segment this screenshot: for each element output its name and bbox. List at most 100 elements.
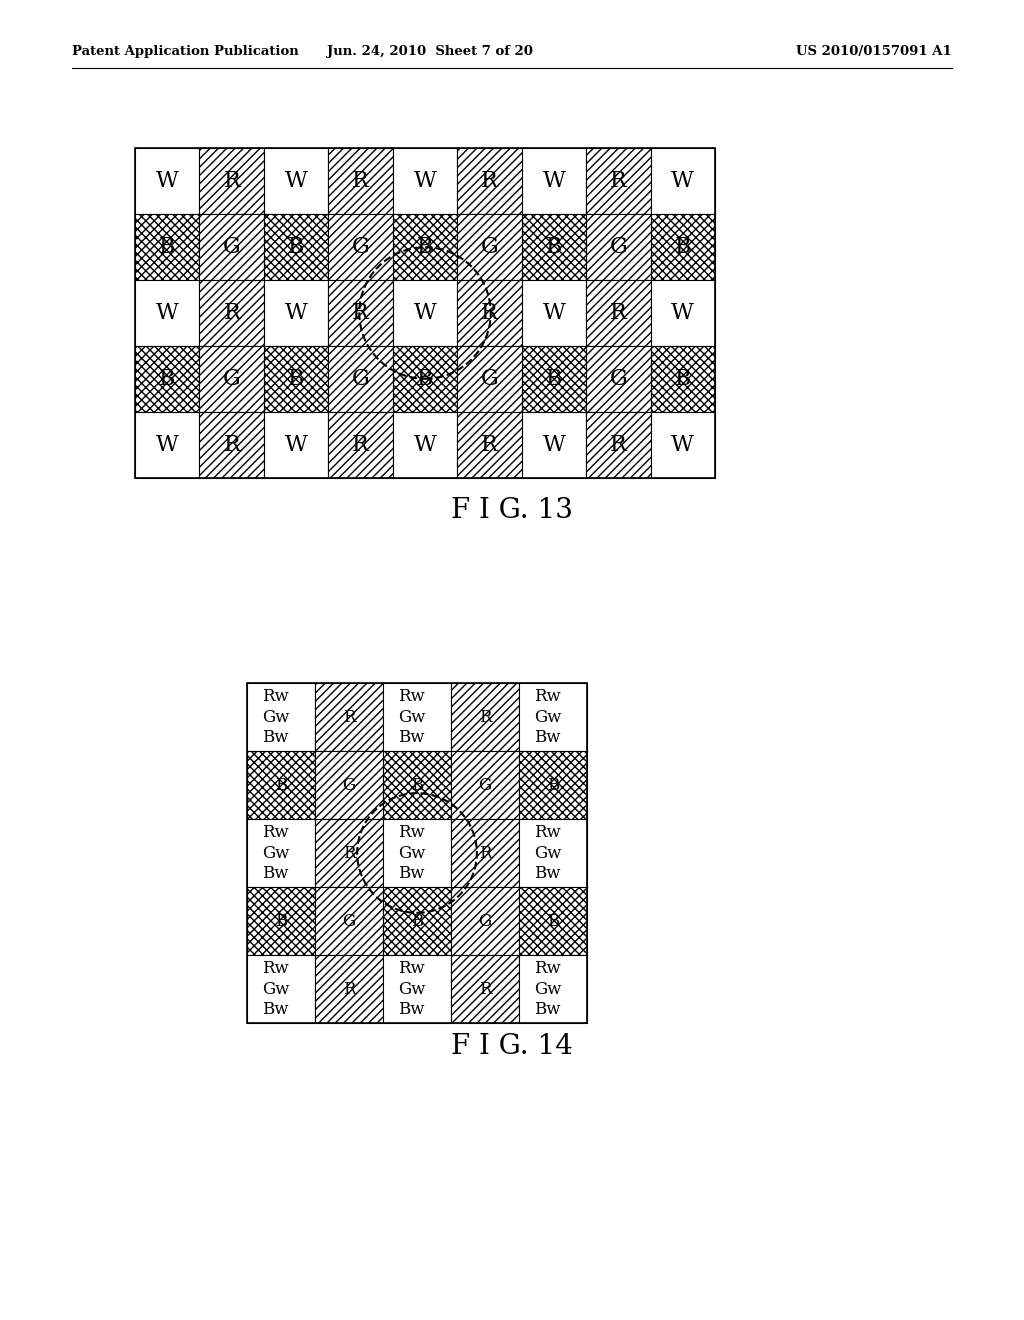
Text: R: R: [479, 981, 492, 998]
Bar: [383, 954, 451, 1023]
Text: G: G: [609, 368, 628, 389]
Text: G: G: [480, 368, 499, 389]
Text: W: W: [672, 302, 694, 323]
Text: Rw
Gw
Bw: Rw Gw Bw: [262, 688, 290, 746]
Bar: [315, 682, 383, 751]
Bar: [586, 214, 650, 280]
Bar: [315, 818, 383, 887]
Bar: [586, 412, 650, 478]
Bar: [451, 751, 519, 818]
Bar: [264, 346, 329, 412]
Bar: [650, 214, 715, 280]
Text: B: B: [675, 236, 691, 257]
Text: W: W: [156, 170, 178, 191]
Bar: [200, 280, 264, 346]
Bar: [329, 412, 393, 478]
Text: G: G: [351, 236, 370, 257]
Text: R: R: [481, 434, 498, 455]
Text: W: W: [543, 302, 565, 323]
Text: Rw
Gw
Bw: Rw Gw Bw: [534, 960, 561, 1019]
Text: Rw
Gw
Bw: Rw Gw Bw: [534, 688, 561, 746]
Text: G: G: [342, 776, 355, 793]
Bar: [135, 148, 200, 214]
Text: B: B: [411, 912, 423, 929]
Text: US 2010/0157091 A1: US 2010/0157091 A1: [797, 45, 952, 58]
Text: R: R: [479, 709, 492, 726]
Text: W: W: [156, 434, 178, 455]
Text: R: R: [223, 302, 240, 323]
Bar: [247, 954, 315, 1023]
Text: G: G: [478, 912, 492, 929]
Text: G: G: [351, 368, 370, 389]
Text: B: B: [417, 236, 433, 257]
Text: B: B: [411, 776, 423, 793]
Bar: [519, 751, 587, 818]
Text: G: G: [480, 236, 499, 257]
Bar: [650, 412, 715, 478]
Text: R: R: [352, 170, 369, 191]
Bar: [393, 214, 458, 280]
Text: G: G: [223, 368, 241, 389]
Text: B: B: [547, 776, 559, 793]
Text: R: R: [481, 170, 498, 191]
Text: B: B: [288, 368, 304, 389]
Bar: [451, 954, 519, 1023]
Text: B: B: [546, 236, 562, 257]
Text: F I G. 14: F I G. 14: [451, 1034, 573, 1060]
Text: Rw
Gw
Bw: Rw Gw Bw: [262, 960, 290, 1019]
Bar: [521, 214, 586, 280]
Text: B: B: [546, 368, 562, 389]
Bar: [135, 280, 200, 346]
Bar: [521, 148, 586, 214]
Text: Rw
Gw
Bw: Rw Gw Bw: [398, 824, 425, 882]
Bar: [383, 751, 451, 818]
Text: W: W: [672, 434, 694, 455]
Bar: [451, 682, 519, 751]
Text: W: W: [414, 170, 436, 191]
Text: G: G: [609, 236, 628, 257]
Bar: [329, 346, 393, 412]
Text: G: G: [478, 776, 492, 793]
Text: Rw
Gw
Bw: Rw Gw Bw: [534, 824, 561, 882]
Text: R: R: [223, 434, 240, 455]
Bar: [521, 412, 586, 478]
Bar: [329, 280, 393, 346]
Bar: [451, 887, 519, 954]
Bar: [329, 148, 393, 214]
Bar: [264, 214, 329, 280]
Text: B: B: [675, 368, 691, 389]
Text: Rw
Gw
Bw: Rw Gw Bw: [262, 824, 290, 882]
Text: Jun. 24, 2010  Sheet 7 of 20: Jun. 24, 2010 Sheet 7 of 20: [327, 45, 532, 58]
Bar: [135, 214, 200, 280]
Bar: [458, 280, 521, 346]
Bar: [451, 818, 519, 887]
Text: Rw
Gw
Bw: Rw Gw Bw: [398, 688, 425, 746]
Bar: [135, 412, 200, 478]
Text: B: B: [274, 912, 287, 929]
Text: W: W: [543, 170, 565, 191]
Text: Patent Application Publication: Patent Application Publication: [72, 45, 299, 58]
Bar: [329, 214, 393, 280]
Bar: [264, 148, 329, 214]
Bar: [200, 412, 264, 478]
Text: R: R: [352, 302, 369, 323]
Text: R: R: [343, 981, 355, 998]
Text: G: G: [223, 236, 241, 257]
Bar: [264, 280, 329, 346]
Bar: [519, 682, 587, 751]
Bar: [393, 412, 458, 478]
Text: W: W: [414, 302, 436, 323]
Text: Rw
Gw
Bw: Rw Gw Bw: [398, 960, 425, 1019]
Bar: [521, 346, 586, 412]
Text: R: R: [610, 302, 627, 323]
Bar: [247, 751, 315, 818]
Bar: [247, 887, 315, 954]
Text: W: W: [543, 434, 565, 455]
Bar: [650, 148, 715, 214]
Bar: [383, 818, 451, 887]
Text: W: W: [285, 434, 307, 455]
Text: R: R: [223, 170, 240, 191]
Bar: [586, 346, 650, 412]
Text: B: B: [547, 912, 559, 929]
Bar: [247, 682, 587, 1023]
